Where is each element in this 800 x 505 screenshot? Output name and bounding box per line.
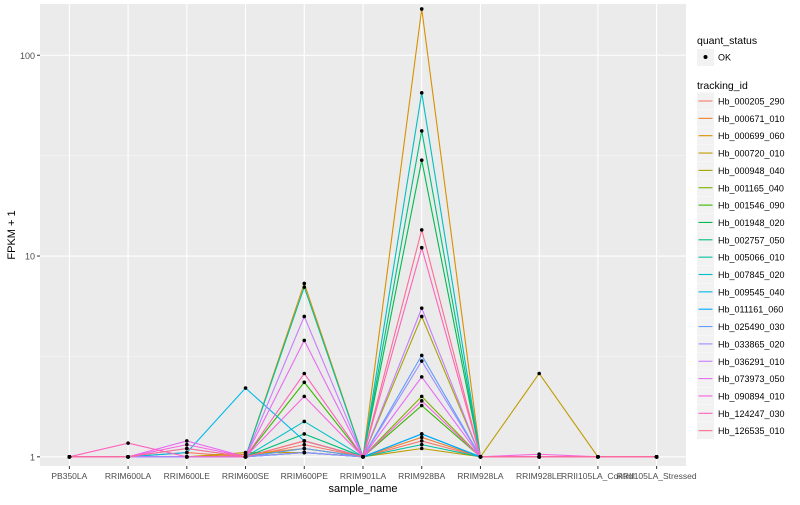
x-tick-label: RRIM600SE: [222, 471, 270, 481]
data-point: [243, 455, 248, 459]
legend-label-tracking-id: Hb_124247_030: [718, 409, 785, 419]
data-point: [419, 7, 424, 11]
y-tick-label: 1: [30, 452, 35, 462]
legend-label-tracking-id: Hb_001948_020: [718, 218, 785, 228]
x-tick-label: RRIM600PE: [281, 471, 329, 481]
x-tick-label: RRIM901LA: [340, 471, 387, 481]
data-point: [302, 432, 307, 436]
data-point: [302, 314, 307, 319]
legend-label-tracking-id: Hb_009545_040: [718, 287, 785, 297]
legend-label-tracking-id: Hb_126535_010: [718, 426, 785, 436]
data-point: [302, 442, 307, 447]
legend-label-tracking-id: Hb_000948_040: [718, 166, 785, 176]
data-point: [419, 359, 424, 363]
data-point: [302, 338, 307, 343]
data-point: [419, 314, 424, 319]
data-point: [419, 435, 424, 440]
x-axis-title: sample_name: [328, 483, 397, 495]
legend-label-tracking-id: Hb_090894_010: [718, 391, 785, 401]
data-point: [302, 419, 307, 424]
data-point: [302, 450, 307, 455]
data-point: [302, 439, 307, 443]
legend-label-tracking-id: Hb_000699_060: [718, 131, 785, 141]
legend-title-quant-status: quant_status: [697, 35, 757, 47]
legend-label-tracking-id: Hb_000205_290: [718, 97, 785, 107]
x-tick-label: RRIM928LE: [516, 471, 563, 481]
data-point: [419, 442, 424, 447]
data-point: [419, 446, 424, 451]
data-point: [419, 439, 424, 443]
y-tick-label: 100: [20, 51, 35, 61]
legend-label-tracking-id: Hb_025490_030: [718, 322, 785, 332]
data-point: [419, 245, 424, 250]
data-point: [126, 441, 130, 445]
legend-label-tracking-id: Hb_005066_010: [718, 253, 785, 263]
data-point: [419, 403, 424, 408]
data-point: [419, 394, 424, 399]
data-point: [419, 158, 424, 163]
legend-label-tracking-id: Hb_002757_050: [718, 235, 785, 245]
data-point: [537, 452, 541, 457]
legend-key-point: [703, 55, 708, 59]
legend-label-tracking-id: Hb_001165_040: [718, 183, 784, 193]
x-tick-label: PB350LA: [51, 471, 87, 481]
data-point: [419, 353, 424, 358]
y-axis-title: FPKM + 1: [6, 210, 18, 259]
legend-label-tracking-id: Hb_011161_060: [718, 305, 783, 315]
legend-label-tracking-id: Hb_036291_010: [718, 357, 785, 367]
x-tick-label: RRII105LA_Stressed: [617, 471, 697, 481]
data-point: [302, 281, 307, 286]
data-point: [185, 442, 189, 447]
legend-label-tracking-id: Hb_001546_090: [718, 201, 785, 211]
x-tick-label: RRIM600LA: [105, 471, 152, 481]
data-point: [596, 455, 600, 459]
x-tick-label: RRII105LA_Control: [561, 471, 635, 481]
legend-label-tracking-id: Hb_000671_010: [718, 114, 785, 124]
data-point: [419, 399, 424, 403]
data-point: [302, 285, 307, 289]
data-point: [185, 439, 189, 443]
data-point: [537, 371, 541, 376]
data-point: [654, 455, 659, 459]
legend-label-tracking-id: Hb_073973_050: [718, 374, 785, 384]
data-point: [361, 455, 365, 459]
legend-label-tracking-id: Hb_007845_020: [718, 270, 785, 280]
data-point: [419, 306, 424, 310]
data-point: [302, 394, 307, 399]
data-point: [419, 228, 424, 232]
legend-title-tracking-id: tracking_id: [697, 80, 748, 92]
data-point: [243, 386, 248, 390]
data-point: [67, 455, 72, 459]
x-tick-label: RRIM928BA: [398, 471, 446, 481]
data-point: [302, 371, 307, 376]
data-point: [419, 129, 424, 133]
legend-label-quant-status: OK: [718, 53, 731, 63]
data-point: [185, 455, 189, 459]
x-tick-label: RRIM928LA: [457, 471, 504, 481]
data-point: [185, 446, 189, 451]
data-point: [185, 450, 189, 455]
data-point: [419, 375, 424, 379]
data-point: [419, 432, 424, 436]
x-tick-label: RRIM600LE: [164, 471, 211, 481]
legend-label-tracking-id: Hb_000720_010: [718, 149, 785, 159]
data-point: [478, 455, 483, 459]
data-point: [302, 446, 307, 451]
y-tick-label: 10: [25, 252, 35, 262]
data-point: [537, 455, 541, 459]
data-point: [243, 450, 248, 455]
data-point: [126, 455, 130, 459]
data-point: [419, 91, 424, 95]
data-point: [302, 380, 307, 385]
legend-label-tracking-id: Hb_033865_020: [718, 339, 785, 349]
